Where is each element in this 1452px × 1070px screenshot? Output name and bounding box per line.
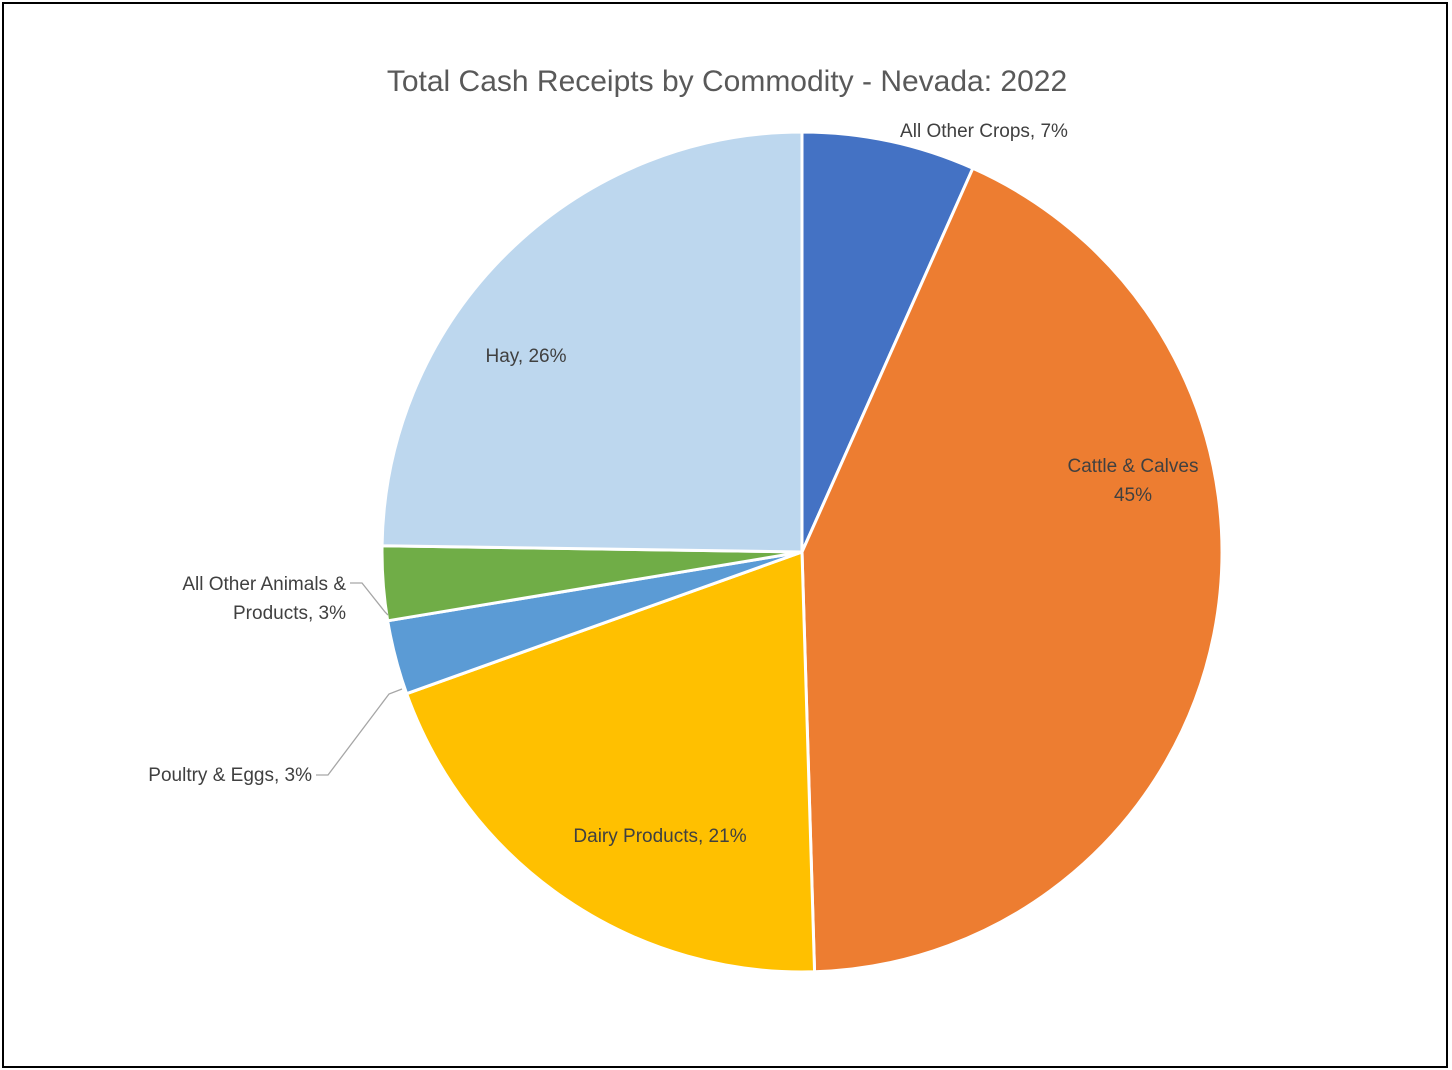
slice-label: All Other Crops, 7% <box>900 121 1068 142</box>
pie-slice-cattle-calves <box>800 166 1224 974</box>
slice-label-line: Poultry & Eggs, 3% <box>148 765 312 786</box>
slice-label: Cattle & Calves 45% <box>1068 456 1199 506</box>
slice-label: Poultry & Eggs, 3% <box>148 765 312 786</box>
chart-title: Total Cash Receipts by Commodity - Nevad… <box>386 65 1068 98</box>
slice-label-line: Hay, 26% <box>486 346 567 367</box>
pie-slice-dairy-products <box>405 550 817 974</box>
slice-label: Dairy Products, 21% <box>573 826 746 847</box>
pie-slice-hay <box>380 130 804 554</box>
leader-line <box>350 582 389 616</box>
slice-label-line: Cattle & Calves <box>1068 456 1199 477</box>
pie-slice-all-other-crops <box>800 130 975 554</box>
slice-label-line: All Other Animals & <box>182 574 346 595</box>
slice-label-line: Products, 3% <box>233 603 346 624</box>
slice-label-line: 45% <box>1114 485 1152 506</box>
slice-label: Hay, 26% <box>486 346 567 367</box>
leader-line <box>316 688 403 776</box>
slice-label-line: Dairy Products, 21% <box>573 826 746 847</box>
slice-label-line: All Other Crops, 7% <box>900 121 1068 142</box>
slice-label: All Other Animals & Products, 3% <box>182 574 346 624</box>
